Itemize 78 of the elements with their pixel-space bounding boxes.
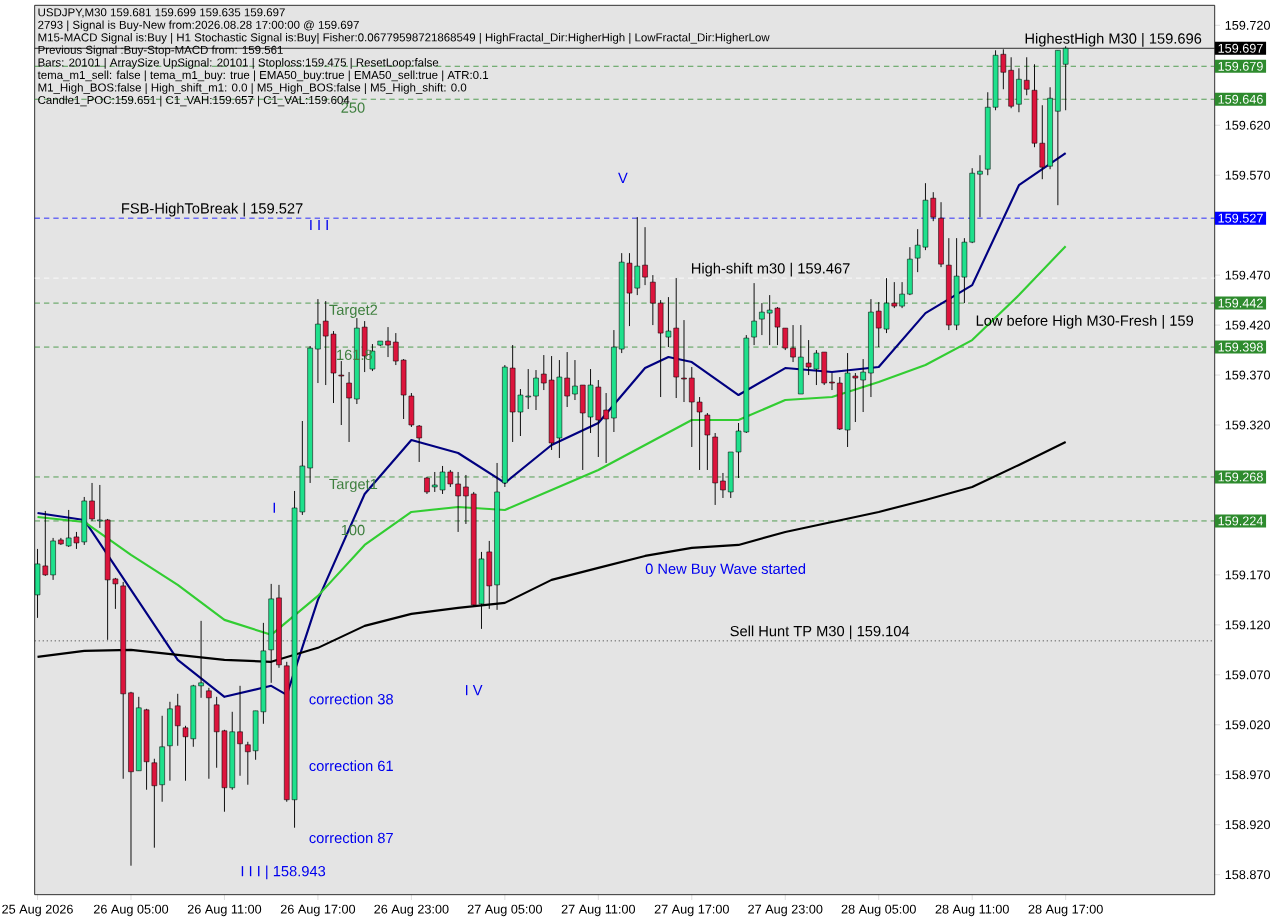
candlestick — [790, 324, 796, 363]
y-tick-label: 159.120 — [1225, 620, 1271, 630]
ref-line-label: 159.398 — [1218, 342, 1263, 352]
annotation: Bars: 20101 | ArraySize UpSignal: 20101 | Stoploss:159.475 | ResetLoop:false — [38, 58, 439, 69]
x-tick-label: 27 Aug 05:00 — [467, 904, 543, 917]
y-tick-label: 158.920 — [1225, 820, 1271, 830]
candlestick — [237, 685, 243, 777]
candlestick — [572, 359, 578, 401]
ref-line-label: 159.697 — [1218, 43, 1263, 53]
y-tick-label: 159.370 — [1225, 370, 1271, 380]
candlestick — [642, 226, 648, 286]
annotation: V — [618, 172, 628, 183]
candlestick — [463, 474, 469, 525]
candlestick — [829, 372, 835, 391]
y-tick-label: 158.970 — [1225, 770, 1271, 780]
annotation: I I I | 158.943 — [241, 865, 326, 880]
x-tick-label: 27 Aug 23:00 — [748, 904, 823, 917]
y-tick-label: 159.620 — [1225, 120, 1271, 130]
x-tick-label: 28 Aug 17:00 — [1028, 904, 1103, 917]
candlestick — [899, 281, 905, 309]
annotation: HighestHigh M30 | 159.696 — [1025, 32, 1202, 47]
candlestick — [206, 687, 212, 780]
annotation: 2793 | Signal is Buy-New from:2026.08.28 17:00:00 @ 159.697 — [38, 20, 359, 32]
candlestick — [1023, 56, 1030, 96]
candlestick — [151, 758, 158, 849]
annotation: I — [273, 502, 275, 513]
x-tick-label: 26 Aug 17:00 — [280, 904, 356, 917]
annotation: I I I — [310, 219, 328, 231]
annotation: Sell Hunt TP M30 | 159.104 — [730, 625, 910, 640]
annotation: M1_High_BOS:false | High_shift_m1: 0.0 | M5_High_BOS:false | M5_High_shift: 0.0 — [38, 83, 467, 94]
x-tick-label: 27 Aug 11:00 — [561, 904, 636, 917]
annotation: High-shift m30 | 159.467 — [692, 262, 850, 277]
x-tick-label: 26 Aug 11:00 — [187, 904, 262, 917]
annotation: 0 New Buy Wave started — [645, 563, 806, 577]
ref-line-label: 159.679 — [1218, 61, 1263, 71]
candlestick — [385, 326, 391, 358]
candlestick — [338, 360, 345, 426]
candlestick — [681, 319, 687, 403]
candlestick — [533, 369, 539, 411]
ref-line-label: 159.224 — [1218, 516, 1264, 526]
candlestick — [759, 302, 765, 336]
candlestick — [89, 482, 95, 522]
x-tick-label: 26 Aug 05:00 — [93, 904, 169, 917]
candlestick — [751, 282, 757, 346]
annotation: correction 38 — [309, 693, 393, 705]
y-tick-label: 159.020 — [1225, 720, 1271, 730]
y-tick-label: 159.320 — [1225, 420, 1271, 430]
annotation: I V — [465, 685, 483, 696]
candlestick — [455, 471, 461, 533]
ref-line-label: 159.527 — [1218, 213, 1263, 223]
x-tick-label: 28 Aug 05:00 — [841, 904, 916, 917]
chart-title: USDJPY,M30 159.681 159.699 159.635 159.697 — [38, 8, 285, 18]
y-tick-label: 159.420 — [1225, 320, 1271, 330]
ref-line-label: 159.646 — [1218, 94, 1263, 104]
y-tick-label: 159.470 — [1225, 270, 1271, 280]
candlestick — [174, 693, 181, 747]
annotation: Target2 — [329, 304, 378, 318]
candlestick — [720, 472, 726, 499]
annotation: correction 61 — [309, 760, 393, 772]
x-tick-label: 25 Aug 2026 — [2, 904, 73, 917]
annotation: M15-MACD Signal is:Buy | H1 Stochastic Signal is:Buy| Fisher:0.06779598721868549 | HighFractal_Dir:HigherHigh | LowFractal_Dir:HigherLow — [38, 33, 770, 44]
candlestick — [704, 412, 711, 471]
y-tick-label: 159.170 — [1225, 570, 1271, 580]
candlestick — [603, 392, 609, 464]
candlestick — [977, 154, 983, 218]
annotation: FSB-HighToBreak | 159.527 — [122, 202, 303, 217]
annotation: correction 87 — [309, 832, 393, 844]
candlestick — [346, 371, 352, 443]
y-tick-label: 159.070 — [1225, 670, 1271, 680]
y-tick-label: 159.720 — [1225, 20, 1271, 30]
x-tick-label: 26 Aug 23:00 — [374, 904, 449, 917]
ref-line-label: 159.268 — [1218, 472, 1263, 482]
annotation: tema_m1_sell: false | tema_m1_buy: true | EMA50_buy:true | EMA50_sell:true | ATR:0.1 — [37, 70, 489, 82]
ref-line-label: 159.442 — [1218, 298, 1263, 308]
y-tick-label: 158.870 — [1225, 870, 1271, 880]
x-tick-label: 28 Aug 11:00 — [935, 904, 1009, 917]
y-tick-label: 159.570 — [1225, 170, 1271, 180]
x-tick-label: 27 Aug 17:00 — [654, 904, 729, 917]
